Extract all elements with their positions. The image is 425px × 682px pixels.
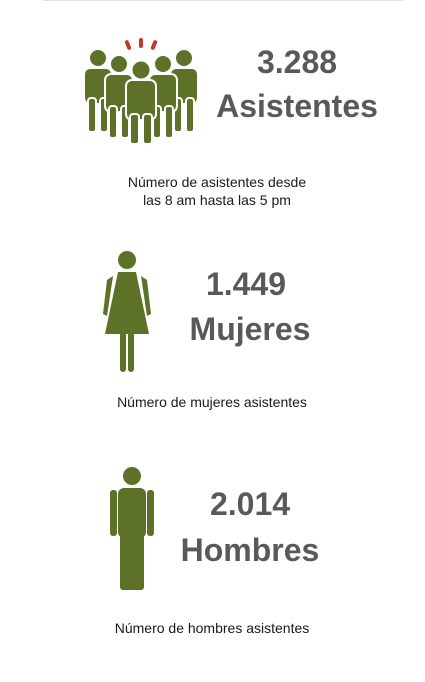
women-count: 1.449 [205, 266, 287, 302]
women-label: Mujeres [189, 311, 311, 347]
attendees-count: 3.288 [256, 44, 338, 80]
woman-icon [103, 251, 151, 372]
crowd-icon [83, 38, 199, 145]
attendees-caption: Número de asistentes desde las 8 am hast… [100, 173, 334, 209]
women-caption: Número de mujeres asistentes [117, 394, 307, 410]
men-count: 2.014 [209, 486, 291, 522]
man-icon [110, 467, 154, 590]
attendees-caption-line2: las 8 am hasta las 5 pm [143, 192, 291, 208]
attendees-label: Asistentes [216, 88, 378, 124]
men-label: Hombres [180, 532, 320, 568]
attendees-caption-line1: Número de asistentes desde [127, 174, 307, 190]
men-caption: Número de hombres asistentes [114, 620, 310, 636]
top-divider [43, 0, 403, 1]
